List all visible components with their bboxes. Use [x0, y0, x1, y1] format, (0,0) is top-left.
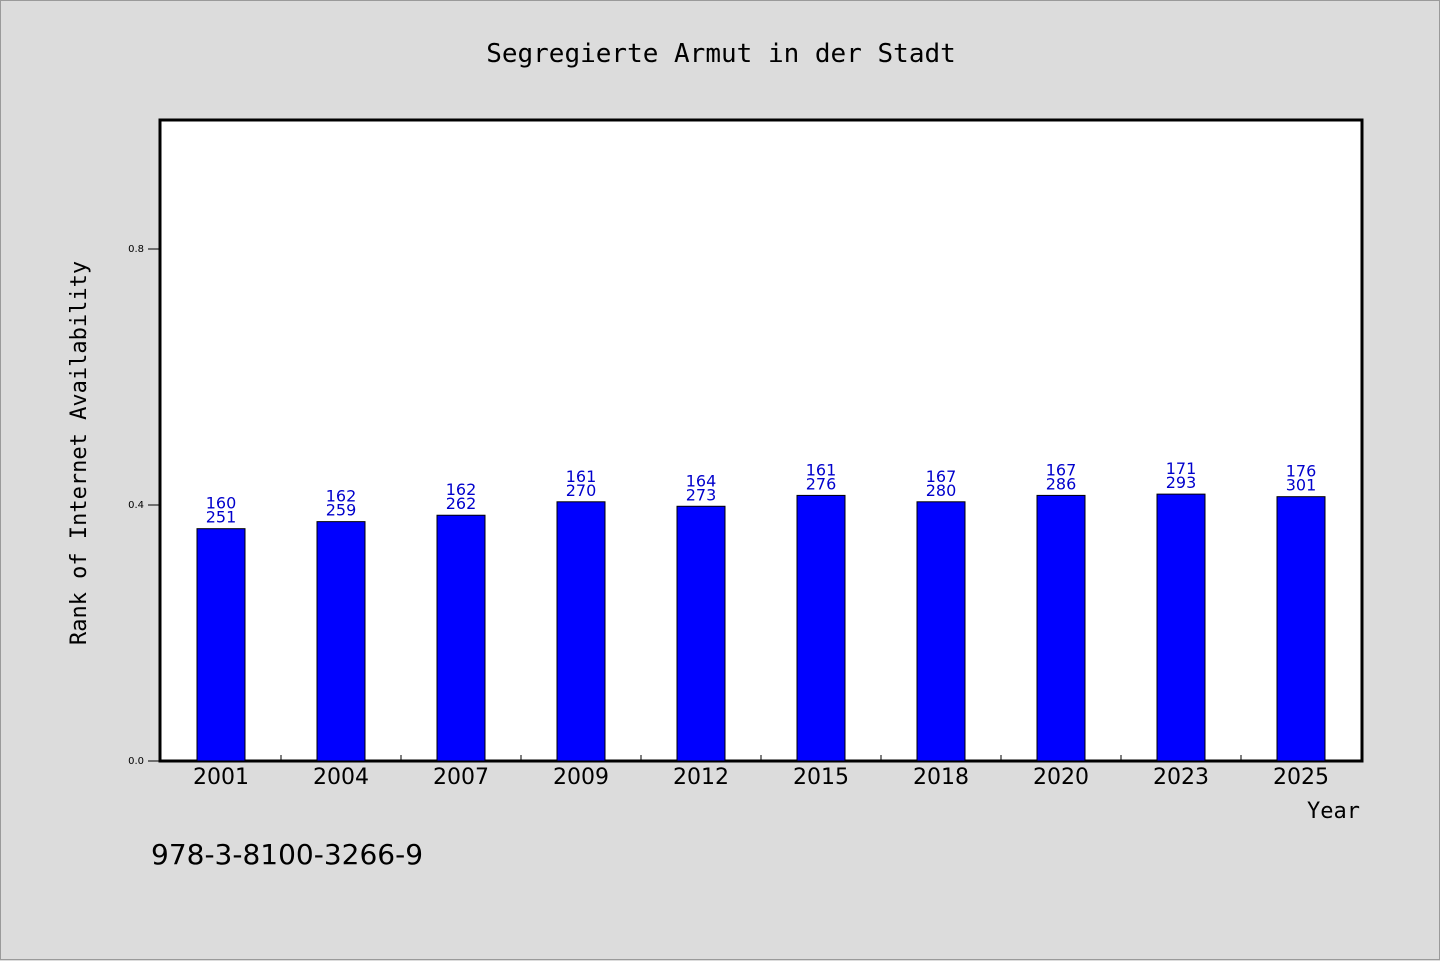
bar-label-bottom: 262: [446, 494, 477, 513]
bar-label-top: 160: [206, 494, 237, 513]
bar-label-top: 167: [1046, 460, 1077, 479]
x-axis: 2001 2004 2007 2009 2012 2015 2018 2020 2023 2025: [193, 765, 1329, 790]
x-tick-label: 2007: [433, 765, 489, 790]
x-axis-label: Year: [1307, 799, 1360, 824]
x-tick-label: 2001: [193, 765, 249, 790]
bar-label-bottom: 273: [686, 485, 717, 504]
y-tick-label: 0.4: [128, 500, 144, 511]
y-tick-label: 0.8: [128, 244, 144, 255]
bar-label-top: 176: [1286, 462, 1317, 481]
bar-label-top: 164: [686, 471, 717, 490]
x-axis-separators: [280, 755, 1242, 761]
bar-2025: [1276, 496, 1326, 762]
bar-label-bottom: 276: [806, 474, 837, 493]
isbn-label: 978-3-8100-3266-9: [151, 838, 423, 871]
x-tick-label: 2009: [553, 765, 609, 790]
bar-label-top: 171: [1166, 459, 1197, 478]
bar-label-bottom: 251: [206, 508, 237, 527]
y-axis: 0.0 0.4 0.8: [128, 244, 161, 767]
x-tick-label: 2020: [1033, 765, 1089, 790]
x-tick-label: 2012: [673, 765, 729, 790]
bar-label-top: 162: [326, 487, 357, 506]
x-tick-label: 2015: [793, 765, 849, 790]
bar-label-bottom: 301: [1286, 476, 1317, 495]
chart-title: Segregierte Armut in der Stadt: [486, 39, 956, 69]
y-axis-label: Rank of Internet Availability: [67, 261, 92, 645]
y-tick-label: 0.0: [128, 756, 144, 767]
x-tick-label: 2018: [913, 765, 969, 790]
bar-2023: [1156, 493, 1206, 762]
bar-2018: [916, 501, 966, 762]
x-tick-label: 2023: [1153, 765, 1209, 790]
x-tick-label: 2025: [1273, 765, 1329, 790]
bar-label-top: 161: [566, 467, 597, 486]
bar-label-bottom: 270: [566, 481, 597, 500]
bar-2007: [436, 514, 486, 762]
bar-label-bottom: 280: [926, 481, 957, 500]
bar-label-bottom: 293: [1166, 473, 1197, 492]
bar-label-top: 167: [926, 467, 957, 486]
bar-label-top: 161: [806, 460, 837, 479]
bar-2015: [796, 494, 846, 762]
bar-2004: [316, 521, 366, 762]
bar-label-top: 162: [446, 480, 477, 499]
bar-label-bottom: 286: [1046, 474, 1077, 493]
bar-2001: [196, 528, 246, 762]
bar-2020: [1036, 494, 1086, 762]
bar-2009: [556, 501, 606, 762]
bar-2012: [676, 505, 726, 762]
bar-label-bottom: 259: [326, 501, 357, 520]
x-tick-label: 2004: [313, 765, 369, 790]
